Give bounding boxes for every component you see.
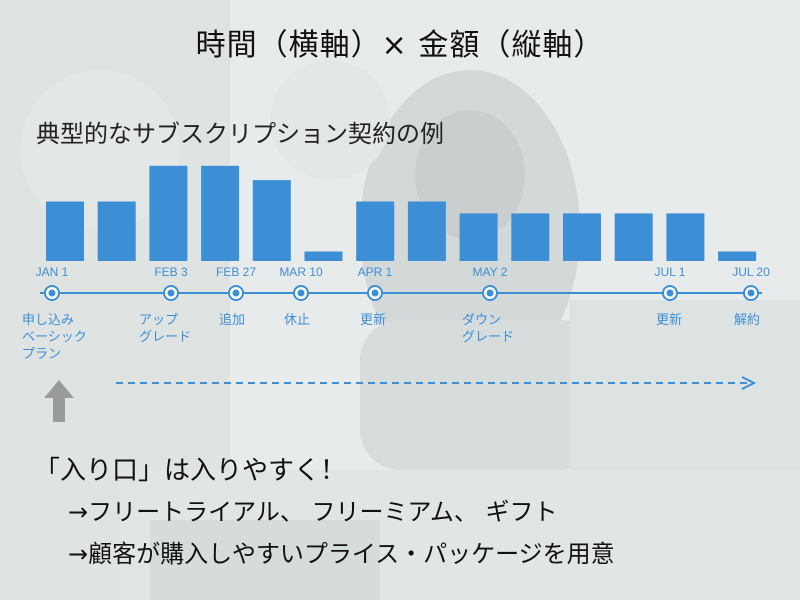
event-marker-dot-3 <box>232 289 240 297</box>
up-arrow-icon <box>44 380 74 422</box>
bar-11 <box>563 213 601 261</box>
event-label-line: ダウン <box>462 313 502 328</box>
slide-title: 時間（横軸）× 金額（縦軸） <box>195 28 605 63</box>
event-date-6: MAY 2 <box>473 265 508 279</box>
bar-14 <box>718 251 757 261</box>
event-label-line: 更新 <box>360 313 387 328</box>
bar-6 <box>304 251 343 261</box>
bar-5 <box>252 180 291 261</box>
event-markers-group <box>44 285 759 301</box>
bar-7 <box>356 201 395 261</box>
event-label-5: 更新 <box>360 312 386 329</box>
event-marker-dot-5 <box>371 289 379 297</box>
event-label-line: 解約 <box>734 313 761 328</box>
event-label-line: グレード <box>462 330 515 345</box>
event-marker-dot-7 <box>666 289 674 297</box>
event-label-line: 休止 <box>284 313 311 328</box>
bullet-pricing-package: →顧客が購入しやすいプライス・パッケージを用意 <box>68 540 615 568</box>
event-date-5: APR 1 <box>358 265 393 279</box>
time-flow-arrowhead <box>741 376 757 390</box>
bars-group <box>46 165 757 261</box>
subscription-timeline-chart: JAN 1 FEB 3 FEB 27 MAR 10 APR 1 MAY 2 JUL 1 JUL… <box>36 165 770 390</box>
event-label-3: 追加 <box>219 312 245 329</box>
bar-10 <box>511 213 550 261</box>
event-label-7: 更新 <box>656 312 682 329</box>
event-label-line: プラン <box>22 347 62 362</box>
bar-9 <box>459 213 498 261</box>
event-date-2: FEB 3 <box>154 265 188 279</box>
event-label-line: 更新 <box>656 313 683 328</box>
event-marker-dot-6 <box>486 289 494 297</box>
event-label-6: ダウン グレード <box>462 312 514 346</box>
event-label-line: アップ <box>139 313 179 328</box>
event-date-1: JAN 1 <box>36 265 69 279</box>
event-date-3: FEB 27 <box>216 265 256 279</box>
event-marker-dot-2 <box>167 289 175 297</box>
bar-4 <box>201 165 240 261</box>
event-date-7: JUL 1 <box>655 265 686 279</box>
event-label-2: アップ グレード <box>139 312 191 346</box>
chart-subtitle: 典型的なサブスクリプション契約の例 <box>36 120 444 148</box>
event-label-4: 休止 <box>284 312 310 329</box>
event-label-line: 申し込み <box>22 313 75 328</box>
event-label-1: 申し込みベーシックプラン <box>22 312 87 363</box>
event-marker-dot-8 <box>747 289 755 297</box>
event-date-4: MAR 10 <box>279 265 323 279</box>
event-marker-dot-1 <box>48 289 56 297</box>
date-labels-group: JAN 1 FEB 3 FEB 27 MAR 10 APR 1 MAY 2 JUL 1 JUL… <box>36 265 770 279</box>
bar-3 <box>149 165 188 261</box>
entry-heading: 「入り口」は入りやすく！ <box>34 456 347 486</box>
event-label-line: グレード <box>139 330 192 345</box>
event-label-line: ベーシック <box>22 330 87 345</box>
event-marker-dot-4 <box>297 289 305 297</box>
bar-1 <box>46 201 84 261</box>
bar-8 <box>407 201 446 261</box>
bar-13 <box>666 213 705 261</box>
event-label-line: 追加 <box>219 313 246 328</box>
bar-2 <box>97 201 136 261</box>
bar-12 <box>614 213 653 261</box>
bullet-free-offers: →フリートライアル、 フリーミアム、 ギフト <box>68 498 558 526</box>
event-label-8: 解約 <box>734 312 760 329</box>
event-date-8: JUL 20 <box>732 265 770 279</box>
